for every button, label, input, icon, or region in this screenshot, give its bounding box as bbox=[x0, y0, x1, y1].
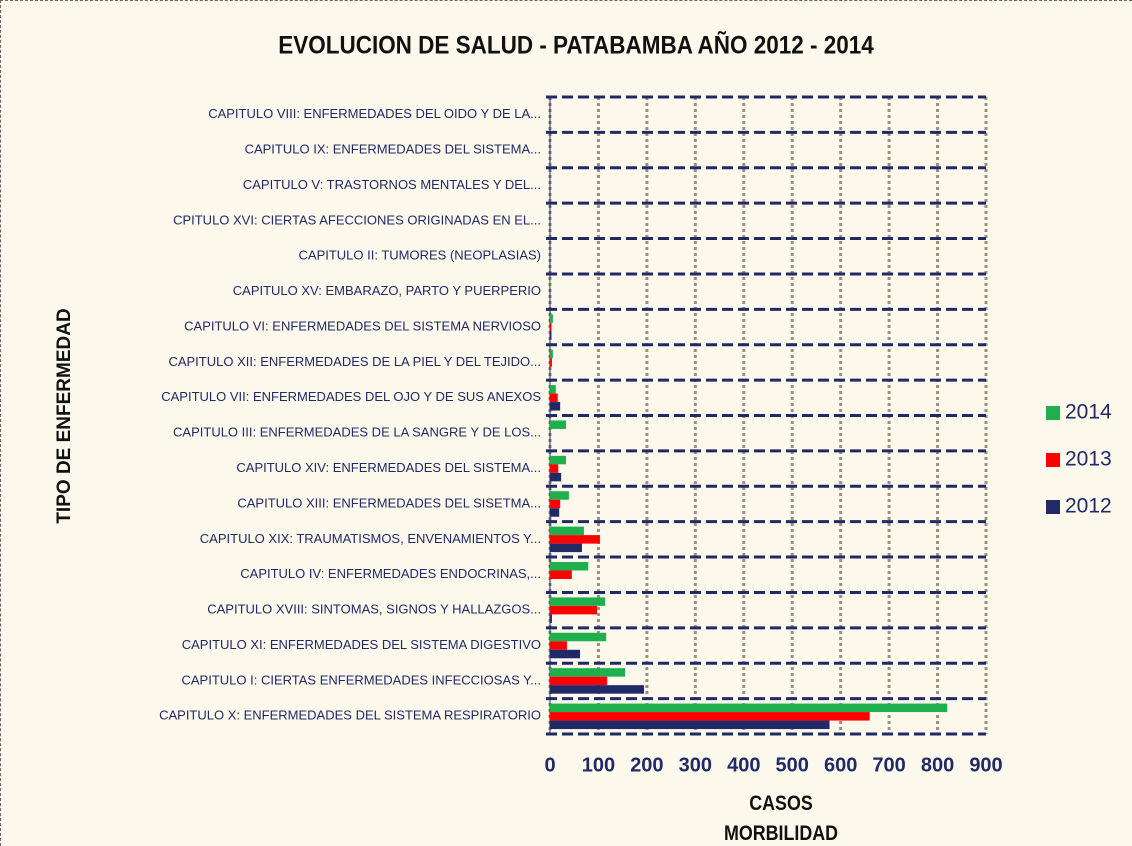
bar bbox=[550, 322, 552, 332]
y-tick-label: CAPITULO XI: ENFERMEDADES DEL SISTEMA DI… bbox=[182, 637, 541, 652]
bar bbox=[550, 393, 558, 403]
x-tick-label: 700 bbox=[872, 754, 905, 776]
bar bbox=[550, 685, 644, 694]
bar bbox=[550, 349, 553, 359]
x-tick-label: 800 bbox=[921, 754, 954, 776]
legend-swatch bbox=[1046, 453, 1060, 467]
bar bbox=[550, 641, 567, 650]
x-axis-label: CASOS MORBILIDAD bbox=[723, 792, 839, 845]
x-tick-label: 400 bbox=[727, 754, 760, 776]
bar bbox=[550, 472, 562, 482]
x-tick-label: 100 bbox=[582, 754, 615, 776]
bar bbox=[550, 649, 581, 659]
y-tick-label: CAPITULO XIV: ENFERMEDADES DEL SISTEMA..… bbox=[236, 460, 541, 475]
legend-label: 2012 bbox=[1065, 495, 1112, 518]
bar bbox=[550, 464, 559, 473]
legend-swatch bbox=[1046, 500, 1060, 514]
bar bbox=[550, 605, 597, 615]
y-tick-label: CAPITULO II: TUMORES (NEOPLASIAS) bbox=[299, 248, 541, 263]
y-tick-label: CAPITULO VIII: ENFERMEDADES DEL OIDO Y D… bbox=[208, 106, 541, 121]
bar bbox=[550, 331, 552, 340]
bar bbox=[550, 491, 569, 500]
bar bbox=[550, 632, 607, 642]
legend-swatch bbox=[1046, 406, 1060, 420]
y-tick-label: CAPITULO V: TRASTORNOS MENTALES Y DEL... bbox=[243, 177, 541, 192]
x-tick-label: 0 bbox=[544, 754, 555, 776]
y-tick-label: CAPITULO IV: ENFERMEDADES ENDOCRINAS,... bbox=[240, 566, 541, 581]
bar bbox=[550, 597, 606, 606]
x-tick-label: 300 bbox=[679, 754, 712, 776]
bar bbox=[550, 562, 589, 571]
y-tick-label: CAPITULO XIX: TRAUMATISMOS, ENVENAMIENTO… bbox=[200, 531, 541, 546]
bar bbox=[550, 402, 561, 411]
bar bbox=[550, 385, 556, 394]
bar bbox=[550, 614, 552, 623]
y-tick-label: CAPITULO XIII: ENFERMEDADES DEL SISETMA.… bbox=[237, 495, 541, 510]
y-tick-label: CAPITULO IX: ENFERMEDADES DEL SISTEMA... bbox=[245, 142, 541, 157]
y-tick-label: CAPITULO X: ENFERMEDADES DEL SISTEMA RES… bbox=[159, 708, 541, 723]
x-tick-label: 900 bbox=[969, 754, 1002, 776]
bar bbox=[550, 314, 553, 323]
x-tick-label: 500 bbox=[776, 754, 809, 776]
chart-title: EVOLUCION DE SALUD - PATABAMBA AÑO 2012 … bbox=[278, 30, 874, 59]
bar bbox=[550, 570, 572, 579]
bar bbox=[550, 712, 870, 721]
y-tick-label: CPITULO XVI: CIERTAS AFECCIONES ORIGINAD… bbox=[173, 212, 541, 227]
y-tick-label: CAPITULO XII: ENFERMEDADES DE LA PIEL Y … bbox=[168, 354, 541, 369]
bar bbox=[550, 720, 830, 730]
y-tick-label: CAPITULO XVIII: SINTOMAS, SIGNOS Y HALLA… bbox=[207, 602, 541, 617]
legend-label: 2014 bbox=[1065, 401, 1112, 424]
legend-label: 2013 bbox=[1065, 448, 1112, 471]
y-tick-label: CAPITULO III: ENFERMEDADES DE LA SANGRE … bbox=[173, 425, 541, 440]
x-tick-label: 200 bbox=[630, 754, 663, 776]
bar bbox=[550, 499, 561, 509]
bar bbox=[550, 420, 566, 429]
bar bbox=[550, 543, 582, 553]
bar bbox=[550, 508, 560, 517]
y-tick-label: CAPITULO VI: ENFERMEDADES DEL SISTEMA NE… bbox=[184, 318, 541, 333]
bar bbox=[550, 358, 552, 367]
bar bbox=[550, 455, 566, 465]
bar bbox=[550, 526, 584, 536]
bar bbox=[550, 668, 626, 677]
bar bbox=[550, 703, 948, 713]
y-axis-label: TIPO DE ENFERMEDAD bbox=[54, 308, 75, 523]
bar bbox=[550, 535, 600, 544]
x-tick-label: 600 bbox=[824, 754, 857, 776]
y-tick-label: CAPITULO VII: ENFERMEDADES DEL OJO Y DE … bbox=[161, 389, 541, 404]
bar bbox=[550, 676, 608, 686]
y-tick-label: CAPITULO XV: EMBARAZO, PARTO Y PUERPERIO bbox=[233, 283, 541, 298]
y-tick-label: CAPITULO I: CIERTAS ENFERMEDADES INFECCI… bbox=[181, 672, 541, 687]
